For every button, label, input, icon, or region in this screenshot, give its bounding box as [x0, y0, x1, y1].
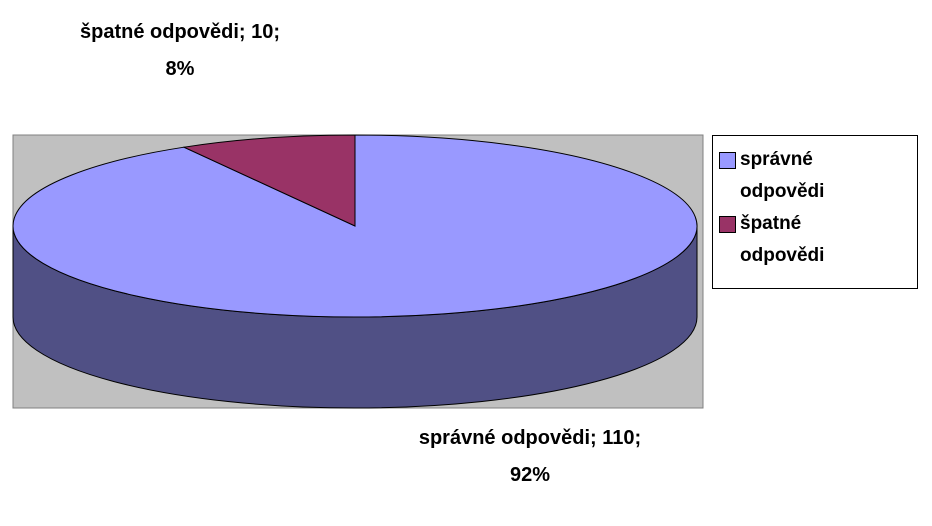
- legend: správné odpovědi špatné odpovědi: [712, 135, 918, 289]
- legend-swatch: [719, 152, 736, 169]
- pie-slice: [182, 134, 356, 227]
- legend-swatch: [719, 216, 736, 233]
- legend-label: špatné odpovědi: [740, 213, 825, 266]
- legend-entry: špatné odpovědi: [719, 208, 911, 272]
- legend-entry: správné odpovědi: [719, 144, 911, 208]
- legend-label: správné odpovědi: [740, 149, 825, 202]
- data-label: správné odpovědi; 110; 92%: [418, 427, 642, 486]
- data-label: špatné odpovědi; 10; 8%: [79, 21, 281, 80]
